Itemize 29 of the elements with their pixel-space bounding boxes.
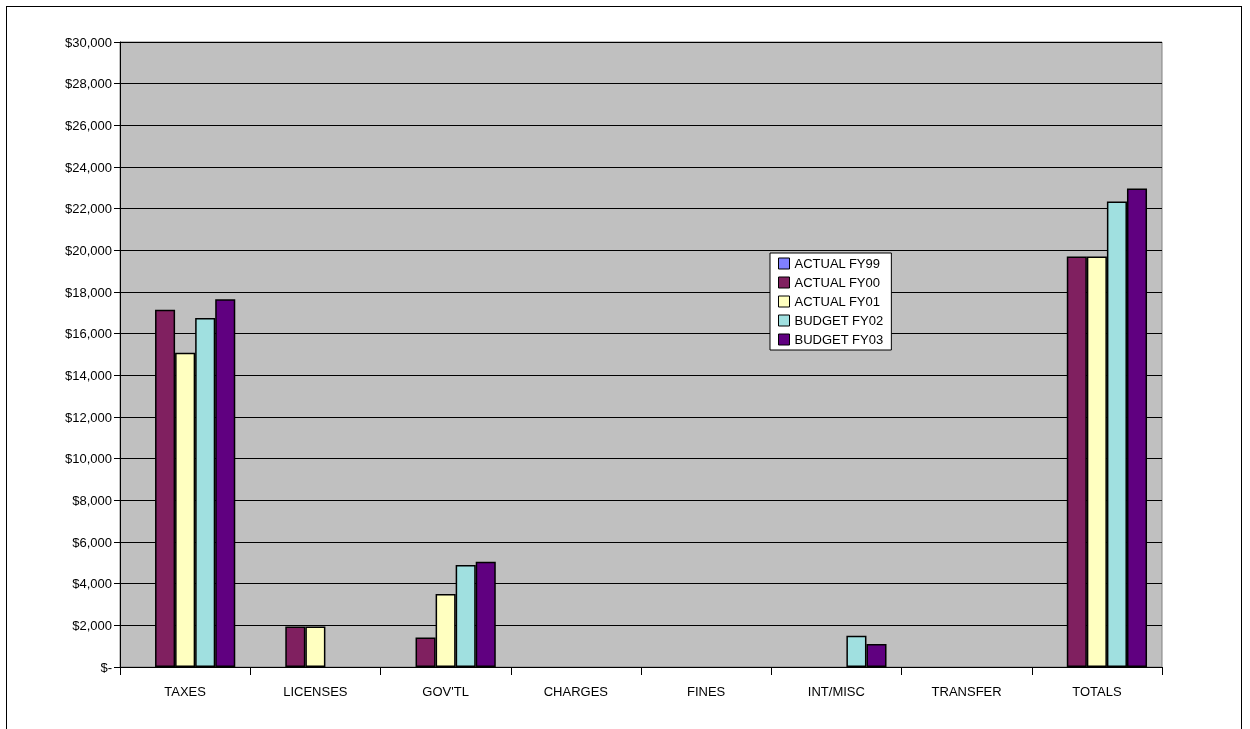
y-tick-label: $10,000 [65, 451, 112, 467]
x-tick-label: CHARGES [543, 684, 609, 699]
legend-label: BUDGET FY02 [794, 313, 884, 328]
y-tick-label: $28,000 [65, 76, 112, 92]
y-tick-label: $4,000 [72, 576, 112, 592]
x-tick-label: FINES [686, 684, 726, 699]
y-tick-label: $8,000 [72, 492, 112, 508]
y-tick-label: $12,000 [65, 409, 112, 425]
y-tick-label: $14,000 [65, 367, 112, 383]
x-tick-label: GOV'TL [422, 684, 469, 699]
legend-label: ACTUAL FY01 [794, 294, 880, 309]
y-tick-label: $- [100, 659, 112, 675]
y-tick-label: $18,000 [65, 284, 112, 300]
x-tick-label: TOTALS [1072, 684, 1122, 699]
x-tick-label: TAXES [164, 684, 207, 699]
y-tick-label: $30,000 [65, 34, 112, 50]
legend-label: ACTUAL FY99 [794, 256, 880, 271]
y-tick-label: $16,000 [65, 326, 112, 342]
x-tick-label: INT/MISC [807, 684, 865, 699]
y-tick-label: $20,000 [65, 242, 112, 258]
x-tick-label: LICENSES [283, 684, 348, 699]
y-tick-label: $2,000 [72, 617, 112, 633]
y-tick-label: $22,000 [65, 201, 112, 217]
x-tick-label: TRANSFER [931, 684, 1002, 699]
y-tick-label: $24,000 [65, 159, 112, 175]
legend-label: BUDGET FY03 [794, 332, 884, 347]
y-tick-label: $26,000 [65, 117, 112, 133]
y-tick-label: $6,000 [72, 534, 112, 550]
legend-label: ACTUAL FY00 [794, 275, 880, 290]
